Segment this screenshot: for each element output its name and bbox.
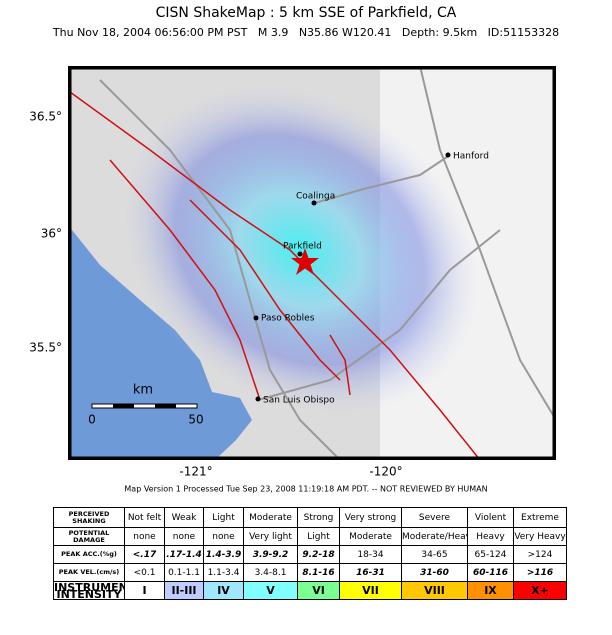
legend-cell: Severe — [401, 507, 468, 528]
scale-bar: km 0 50 — [88, 383, 203, 427]
legend-cell: 34-65 — [401, 545, 468, 564]
faults — [69, 91, 481, 460]
legend-cell: <.17 — [124, 545, 165, 564]
legend-cell: Heavy — [467, 527, 514, 546]
legend-row: INSTRUMENTAL INTENSITYIII-IIIIVVVIVIIVII… — [53, 581, 567, 600]
map-figure: CISN ShakeMap : 5 km SSE of Parkfield, C… — [29, 5, 559, 494]
lat-label: 36° — [41, 227, 62, 241]
legend-cell: Moderate/Heavy — [401, 527, 468, 546]
scale-rect — [91, 403, 198, 409]
legend-cell: 1.4-3.9 — [203, 545, 244, 564]
legend-cell: none — [203, 527, 244, 546]
legend-cell: 8.1-16 — [297, 563, 340, 582]
legend-cell: Not felt — [124, 507, 165, 528]
city-dot — [445, 152, 451, 158]
legend-cell: Violent — [467, 507, 514, 528]
axes: 36.5° 36° 35.5° -121° -120° — [29, 110, 402, 479]
row-header: PEAK VEL.(cm/s) — [53, 563, 125, 582]
legend-row: PEAK VEL.(cm/s) <0.1 0.1-1.1 1.1-3.4 3.4-8.1… — [53, 563, 567, 582]
legend-cell: Moderate — [339, 527, 402, 546]
legend-cell: 18-34 — [339, 545, 402, 564]
legend-table: PERCEIVED SHAKING Not felt Weak Light Modera… — [53, 507, 567, 600]
row-header: INSTRUMENTAL INTENSITY — [53, 581, 125, 600]
legend-row: PERCEIVED SHAKING Not felt Weak Light Modera… — [53, 507, 567, 528]
legend-cell: Moderate — [243, 507, 298, 528]
row-header: PERCEIVED SHAKING — [53, 507, 125, 528]
legend-cell: Strong — [297, 507, 340, 528]
legend-cell: II-III — [164, 581, 204, 600]
legend-cell: 3.9-9.2 — [243, 545, 298, 564]
city-dot — [297, 251, 303, 257]
city-dot — [311, 200, 317, 206]
legend-cell: none — [164, 527, 204, 546]
footer: Map Version 1 Processed Tue Sep 23, 2008… — [124, 485, 487, 494]
legend-cell: Very light — [243, 527, 298, 546]
legend-cell: X+ — [513, 581, 567, 600]
legend-row: POTENTIAL DAMAGE none none none Very light Li… — [53, 527, 567, 546]
legend-cell: V — [243, 581, 298, 600]
legend-cell: 16-31 — [339, 563, 402, 582]
lon-label: -120° — [369, 465, 402, 479]
legend-cell: Light — [203, 507, 244, 528]
legend-cell: >124 — [513, 545, 567, 564]
scale-unit: km — [133, 383, 153, 398]
legend-cell: none — [124, 527, 165, 546]
legend-cell: 1.1-3.4 — [203, 563, 244, 582]
legend-row: PEAK ACC.(%g) <.17.17-1.4 1.4-3.9 3.9-9.2 9.… — [53, 545, 567, 564]
city-label: San Luis Obispo — [263, 396, 335, 406]
legend-cell: IX — [467, 581, 514, 600]
city-dot — [255, 396, 261, 402]
row-header: POTENTIAL DAMAGE — [53, 527, 125, 546]
shaking-area — [122, 85, 478, 415]
lat-label: 36.5° — [29, 110, 62, 124]
ocean — [68, 225, 252, 460]
legend-cell: Very strong — [339, 507, 402, 528]
city-label: Paso Robles — [261, 314, 315, 324]
city-dot — [253, 315, 259, 321]
legend-cell: 60-116 — [467, 563, 514, 582]
legend-cell: 3.4-8.1 — [243, 563, 298, 582]
legend-cell: VII — [339, 581, 402, 600]
legend-cell: >116 — [513, 563, 567, 582]
city-label: Hanford — [453, 152, 489, 162]
legend-cell: 0.1-1.1 — [164, 563, 204, 582]
subtitle: Thu Nov 18, 2004 06:56:00 PM PST M 3.9 N… — [52, 26, 559, 39]
lat-label: 35.5° — [29, 341, 62, 355]
map — [68, 66, 556, 460]
legend-cell: .17-1.4 — [164, 545, 204, 564]
legend-cell: <0.1 — [124, 563, 165, 582]
legend-cell: Very Heavy — [513, 527, 567, 546]
legend-cell: 9.2-18 — [297, 545, 340, 564]
scale-start: 0 — [88, 413, 96, 427]
row-header: PEAK ACC.(%g) — [53, 545, 125, 564]
legend-cell: 65-124 — [467, 545, 514, 564]
legend-cell: VI — [297, 581, 340, 600]
city-label: Coalinga — [296, 192, 335, 202]
cities: Hanford Coalinga Parkfield Paso Robles S… — [253, 152, 489, 406]
scale-end: 50 — [188, 413, 203, 427]
lon-label: -121° — [179, 465, 212, 479]
legend-cell: VIII — [401, 581, 468, 600]
legend-cell: Weak — [164, 507, 204, 528]
legend-cell: Extreme — [513, 507, 567, 528]
legend-cell: 31-60 — [401, 563, 468, 582]
scale-seg — [113, 404, 134, 408]
legend-cell: Light — [297, 527, 340, 546]
legend-cell: I — [124, 581, 165, 600]
city-label: Parkfield — [283, 242, 322, 252]
epicenter — [291, 248, 319, 275]
title: CISN ShakeMap : 5 km SSE of Parkfield, C… — [156, 5, 457, 21]
scale-seg — [155, 404, 176, 408]
legend-cell: IV — [203, 581, 244, 600]
